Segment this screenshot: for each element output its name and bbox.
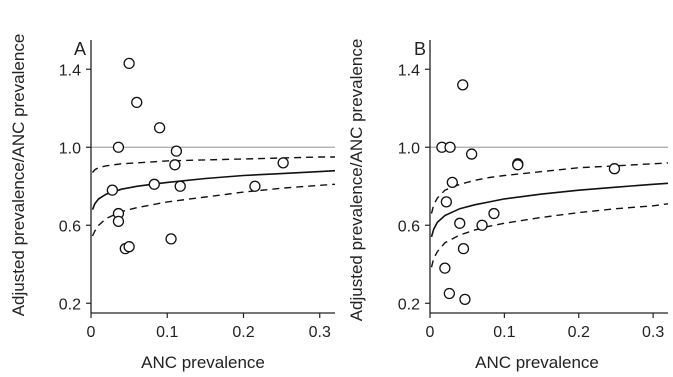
y-tick-label-b: 0.2 [398, 296, 420, 313]
data-point-b [440, 196, 453, 208]
data-point-b [443, 287, 455, 300]
y-tick-label-a: 0.6 [59, 218, 81, 235]
data-point-b [512, 159, 524, 171]
data-point-b [439, 262, 451, 274]
x-tick-label-a: 0.1 [156, 324, 178, 341]
upper-band-b [430, 162, 669, 214]
panel-label-a: A [74, 39, 86, 59]
x-tick-label-b: 0.1 [493, 324, 515, 341]
data-point-a [112, 141, 125, 153]
x-axis-title-a: ANC prevalence [141, 353, 265, 372]
data-point-a [174, 180, 186, 192]
data-point-a [123, 57, 135, 70]
lower-band-b [430, 203, 669, 268]
y-tick-label-a: 0.2 [59, 296, 81, 313]
data-point-b [444, 141, 456, 153]
data-point-a [169, 159, 181, 171]
data-point-a [106, 184, 118, 196]
data-point-a [123, 241, 135, 253]
data-point-a [148, 178, 160, 190]
x-tick-label-a: 0 [87, 324, 96, 341]
upper-band-a [91, 156, 335, 174]
data-point-b [476, 219, 488, 231]
data-point-b [457, 242, 470, 255]
y-axis-title-b: Adjusted prevalence/ANC prevalence [347, 39, 366, 322]
panel-a-plot: 0.2 0.6 1.0 1.4 0 0.1 0.2 0.3 [59, 40, 336, 341]
x-tick-label-a: 0.3 [309, 324, 331, 341]
data-point-b [465, 148, 478, 160]
x-tick-label-a: 0.2 [232, 324, 254, 341]
x-axis-title-b: ANC prevalence [475, 353, 599, 372]
data-point-a [131, 96, 143, 109]
y-tick-label-b: 0.6 [398, 218, 420, 235]
lower-band-a [91, 183, 336, 237]
x-tick-label-b: 0.3 [642, 324, 664, 341]
data-point-b [457, 79, 469, 91]
data-point-a [249, 180, 261, 192]
data-point-b [608, 163, 621, 175]
y-tick-label-b: 1.0 [398, 140, 420, 157]
data-point-a [165, 233, 177, 245]
data-point-b [459, 293, 471, 306]
data-point-b [446, 176, 458, 189]
data-point-a [170, 145, 183, 157]
y-axis-title-a: Adjusted prevalence/ANC prevalence [9, 34, 28, 317]
data-point-a [112, 215, 125, 228]
fit-curve-a [91, 169, 336, 210]
fit-curve-b [430, 182, 669, 238]
data-point-a [153, 122, 166, 134]
panel-b-plot: 0.2 0.6 1.0 1.4 0 0.1 0.2 0.3 [398, 40, 669, 341]
x-tick-label-b: 0.2 [568, 324, 590, 341]
x-tick-label-b: 0 [426, 324, 435, 341]
data-point-b [488, 207, 500, 220]
y-tick-label-b: 1.4 [398, 62, 420, 79]
y-tick-label-a: 1.4 [59, 62, 81, 79]
data-point-b [454, 217, 466, 229]
data-point-a [277, 157, 289, 169]
y-tick-label-a: 1.0 [59, 140, 81, 157]
panel-label-b: B [414, 39, 426, 59]
